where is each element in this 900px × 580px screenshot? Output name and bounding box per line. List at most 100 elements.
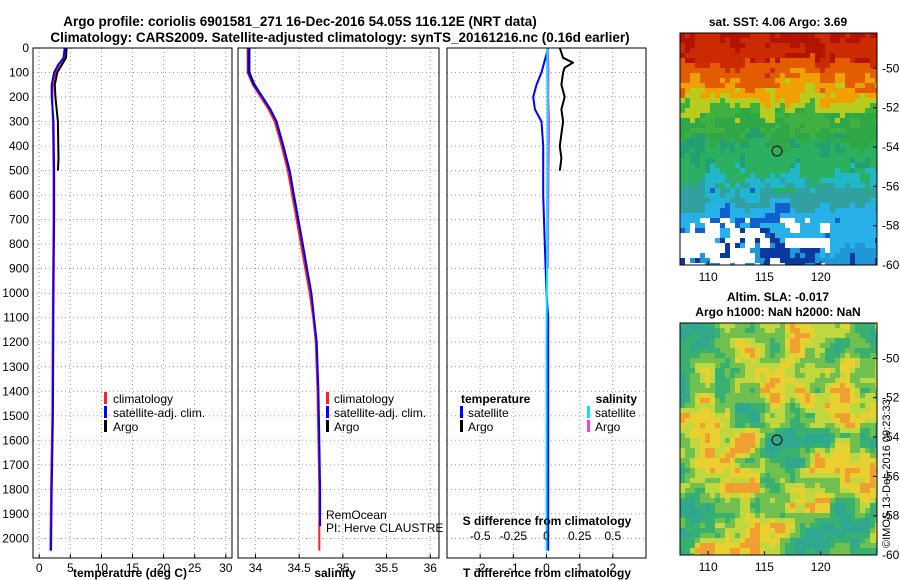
map-cell	[730, 528, 735, 533]
map-cell	[725, 543, 730, 548]
map-cell	[690, 393, 695, 398]
map-cell	[765, 263, 770, 265]
map-cell	[715, 43, 720, 48]
map-cell	[705, 323, 710, 328]
map-cell	[680, 458, 685, 463]
map-cell	[685, 243, 690, 248]
map-cell	[740, 338, 745, 343]
map-cell	[745, 413, 750, 418]
map-cell	[860, 503, 865, 508]
map-cell	[750, 48, 755, 53]
map-cell	[870, 218, 875, 223]
map-cell	[690, 173, 695, 178]
map-cell	[840, 468, 845, 473]
map-cell	[735, 383, 740, 388]
map-cell	[680, 63, 685, 68]
map-cell	[785, 53, 790, 58]
map-cell	[860, 93, 865, 98]
map-cell	[875, 148, 877, 153]
map-cell	[735, 183, 740, 188]
map-cell	[875, 53, 877, 58]
map-cell	[750, 88, 755, 93]
map-cell	[820, 248, 825, 253]
map-cell	[690, 468, 695, 473]
map-cell	[705, 348, 710, 353]
map-cell	[845, 138, 850, 143]
map-cell	[795, 473, 800, 478]
map-cell	[850, 58, 855, 63]
map-cell	[685, 358, 690, 363]
map-cell	[745, 408, 750, 413]
map-cell	[855, 113, 860, 118]
depth-tick-label: 500	[9, 164, 29, 178]
map-cell	[850, 248, 855, 253]
map-cell	[685, 378, 690, 383]
map-cell	[825, 463, 830, 468]
map-cell	[680, 413, 685, 418]
map-cell	[755, 83, 760, 88]
map-cell	[765, 243, 770, 248]
map-cell	[865, 183, 870, 188]
map-cell	[850, 143, 855, 148]
map-cell	[745, 118, 750, 123]
map-cell	[715, 403, 720, 408]
map-cell	[715, 233, 720, 238]
map-cell	[760, 328, 765, 333]
map-cell	[730, 363, 735, 368]
map-cell	[760, 508, 765, 513]
map-cell	[715, 48, 720, 53]
map-cell	[735, 178, 740, 183]
map-cell	[845, 343, 850, 348]
map-cell	[830, 508, 835, 513]
map-cell	[785, 518, 790, 523]
map-cell	[720, 473, 725, 478]
map-cell	[730, 403, 735, 408]
map-cell	[735, 413, 740, 418]
map-cell	[775, 503, 780, 508]
map-cell	[845, 58, 850, 63]
map-cell	[705, 328, 710, 333]
map-cell	[810, 528, 815, 533]
map-cell	[680, 423, 685, 428]
map-cell	[720, 388, 725, 393]
map-cell	[750, 478, 755, 483]
map-cell	[790, 233, 795, 238]
map-cell	[850, 438, 855, 443]
map-cell	[790, 218, 795, 223]
map-cell	[770, 553, 775, 555]
map-cell	[795, 338, 800, 343]
map-cell	[710, 148, 715, 153]
map-cell	[815, 423, 820, 428]
map-cell	[870, 58, 875, 63]
map-cell	[840, 503, 845, 508]
map-cell	[685, 458, 690, 463]
map-cell	[730, 88, 735, 93]
map-cell	[710, 88, 715, 93]
map-cell	[680, 553, 685, 555]
map-cell	[845, 263, 850, 265]
map-cell	[710, 328, 715, 333]
map-cell	[780, 433, 785, 438]
map-cell	[780, 228, 785, 233]
map-cell	[765, 188, 770, 193]
map-cell	[860, 438, 865, 443]
x-tick-label: 0	[543, 561, 550, 575]
map-cell	[735, 43, 740, 48]
map-cell	[810, 413, 815, 418]
map-cell	[730, 443, 735, 448]
s-diff-tick-label: 0	[543, 529, 550, 543]
map-cell	[680, 333, 685, 338]
map-cell	[705, 533, 710, 538]
map-cell	[835, 148, 840, 153]
map-cell	[785, 513, 790, 518]
map-cell	[700, 468, 705, 473]
map-cell	[770, 158, 775, 163]
map-cell	[760, 513, 765, 518]
map-cell	[755, 153, 760, 158]
map-cell	[760, 478, 765, 483]
map-cell	[780, 78, 785, 83]
map-cell	[775, 88, 780, 93]
map-cell	[815, 478, 820, 483]
map-cell	[745, 168, 750, 173]
map-cell	[755, 173, 760, 178]
